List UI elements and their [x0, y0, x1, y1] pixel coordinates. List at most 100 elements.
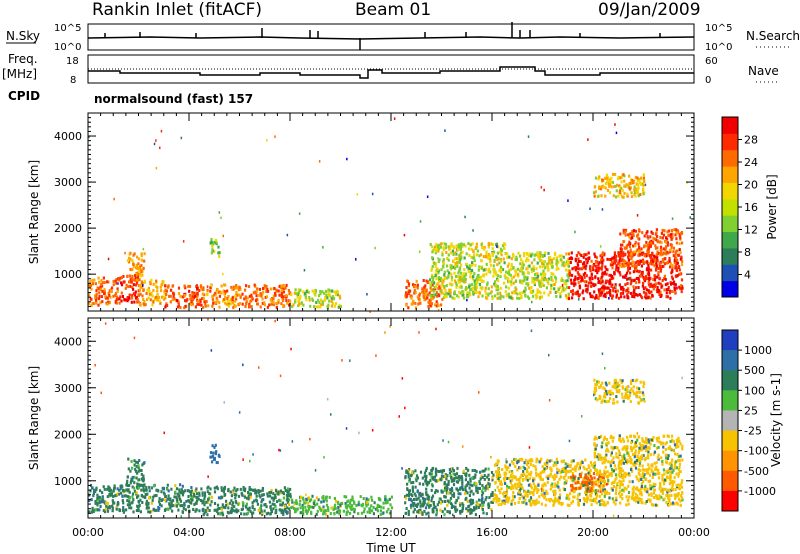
power-cell [675, 249, 678, 253]
velocity-cell [157, 508, 160, 512]
power-cell [603, 270, 606, 274]
velocity-cell [512, 486, 515, 490]
power-speckle [155, 139, 157, 142]
velocity-cell [357, 512, 360, 516]
power-cell [542, 269, 545, 273]
power-speckle [113, 197, 115, 201]
velocity-cell [334, 507, 337, 510]
velocity-cell [649, 442, 652, 446]
power-speckle [206, 285, 209, 288]
power-cell [636, 189, 639, 193]
velocity-cell [411, 494, 414, 498]
power-cell [202, 297, 205, 301]
velocity-cell [324, 497, 327, 501]
velocity-cell [548, 459, 551, 463]
power-cell [156, 285, 159, 289]
power-cell [655, 267, 658, 271]
velocity-cell [664, 448, 667, 451]
velocity-cell [239, 487, 242, 491]
power-cell [500, 259, 503, 263]
velocity-cell [220, 507, 224, 511]
velocity-cell [577, 493, 580, 497]
velocity-cell [285, 493, 288, 497]
power-cell [652, 287, 655, 291]
velocity-cell [525, 474, 528, 478]
power-cell [438, 258, 441, 262]
power-cell [619, 252, 622, 255]
velocity-cell [330, 506, 333, 510]
power-cell [214, 300, 217, 304]
velocity-cell [211, 454, 215, 458]
power-cell [95, 289, 98, 293]
velocity-cell [112, 501, 115, 505]
power-speckle [615, 285, 617, 288]
power-cell [282, 286, 285, 290]
power-cell [634, 286, 638, 290]
power-cell [444, 289, 447, 293]
power-cell [663, 229, 666, 233]
velocity-cell [93, 490, 96, 494]
power-cell [454, 281, 458, 285]
velocity-cell [128, 496, 131, 500]
power-cell [191, 298, 195, 302]
velocity-cell [553, 493, 557, 497]
velocity-cell [430, 475, 433, 479]
power-cell [642, 173, 645, 177]
power-cell [604, 295, 607, 299]
power-speckle [615, 131, 618, 135]
power-cell [526, 271, 529, 275]
power-cell [667, 251, 670, 255]
velocity-cell [641, 448, 644, 452]
velocity-cell [570, 484, 573, 488]
velocity-cell [141, 478, 144, 482]
power-cell [659, 294, 662, 298]
power-cell [654, 244, 657, 248]
power-cell [588, 256, 591, 260]
power-cell [435, 243, 438, 247]
power-cell [95, 298, 98, 302]
power-cell [619, 232, 622, 236]
power-cell [244, 305, 247, 308]
velocity-cell [216, 507, 219, 511]
velocity-cell [274, 493, 277, 497]
power-cell [311, 297, 314, 301]
velocity-cell [306, 509, 309, 513]
velocity-cell [672, 440, 675, 444]
velocity-cell [198, 491, 201, 495]
velocity-cell [537, 483, 540, 487]
velocity-cell [263, 503, 266, 507]
power-cell [460, 263, 463, 267]
power-cell [510, 267, 513, 271]
velocity-cell [261, 493, 264, 497]
power-speckle [318, 160, 321, 163]
power-cell [493, 268, 496, 272]
power-cell [266, 305, 269, 309]
velocity-cell [588, 486, 591, 489]
power-cell [261, 292, 264, 296]
velocity-cell [203, 491, 206, 495]
velocity-cell [637, 451, 640, 455]
power-cell [603, 253, 606, 257]
velocity-cell [479, 477, 482, 481]
velocity-cell [652, 436, 655, 439]
power-cell [543, 254, 546, 258]
velocity-cell [631, 469, 634, 473]
velocity-cell [579, 473, 582, 477]
velocity-cell [279, 508, 282, 512]
power-cell [109, 290, 112, 294]
power-cell [181, 295, 184, 299]
velocity-cell [499, 491, 502, 495]
power-cell [643, 254, 646, 258]
velocity-cell [103, 487, 106, 491]
power-cell [679, 251, 682, 255]
velocity-cell [166, 483, 169, 487]
velocity-cell [242, 486, 245, 489]
velocity-cell [457, 492, 460, 496]
velocity-cell [545, 489, 548, 493]
velocity-cell [138, 478, 141, 482]
power-cell [457, 279, 460, 283]
power-cell [497, 257, 500, 261]
power-cell [321, 290, 324, 294]
power-cell [442, 246, 445, 250]
power-speckle [567, 199, 569, 202]
